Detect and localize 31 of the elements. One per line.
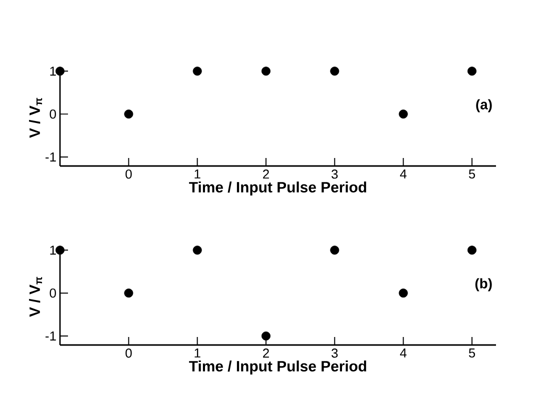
- point: [56, 246, 64, 255]
- point: [398, 288, 408, 298]
- x-tick-label: 5: [468, 170, 476, 179]
- y-tick-label: -1: [46, 332, 56, 340]
- text: (b): [475, 278, 492, 292]
- y-tick-label: 1: [50, 246, 56, 255]
- x-tick-label: 1: [194, 170, 200, 178]
- x-tick-label: 3: [332, 170, 338, 179]
- y-tick-label: 0: [50, 109, 56, 119]
- x-tick-label: 1: [194, 348, 200, 358]
- x-tick-label: 3: [332, 348, 338, 358]
- point: [124, 288, 134, 298]
- y-tick-label: 1: [50, 66, 56, 76]
- x-tick-label: 0: [126, 170, 132, 179]
- y-tick-label: 0: [50, 288, 56, 298]
- y-tick-label: -1: [46, 152, 56, 162]
- x-axis-title: Time / Input Pulse Period: [189, 360, 366, 374]
- x-tick-label: 4: [400, 348, 407, 358]
- point: [261, 331, 270, 340]
- x-tick-label: 2: [263, 170, 269, 179]
- x-tick-label: 2: [263, 348, 269, 358]
- point: [467, 246, 476, 255]
- x-tick-label: 4: [400, 170, 407, 178]
- y-axis-title: V / V$_{π}$: [29, 276, 42, 317]
- y-axis-title: V / V$_{π}$: [29, 98, 42, 138]
- text: (a): [476, 99, 492, 112]
- x-tick-label: 5: [468, 348, 476, 358]
- x-tick-label: 0: [126, 348, 132, 358]
- x-axis-title: Time / Input Pulse Period: [189, 182, 366, 196]
- point: [192, 246, 202, 255]
- point: [330, 246, 340, 255]
